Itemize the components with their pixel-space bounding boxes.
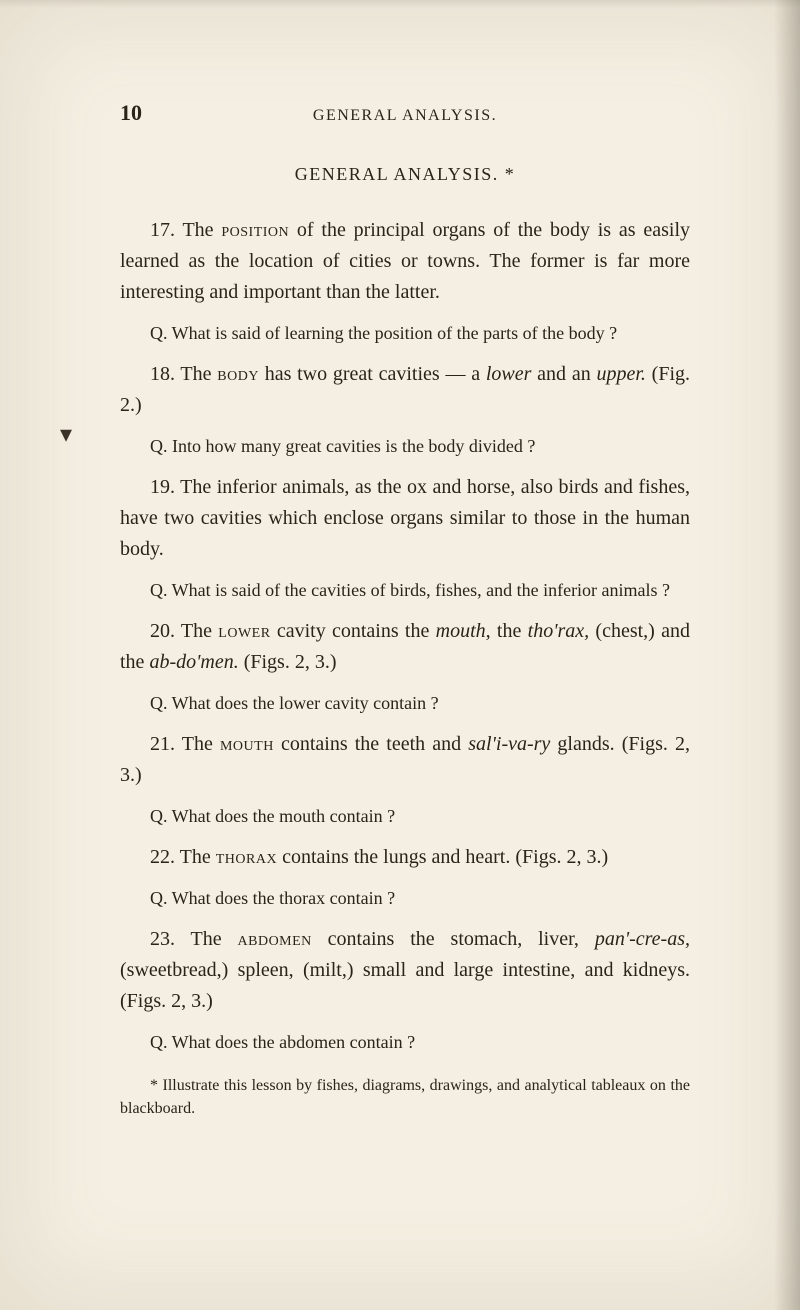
question: Q. What does the abdomen contain ? [120, 1029, 690, 1056]
page-edge-right [774, 0, 800, 1310]
paragraph: 21. The mouth contains the teeth and sal… [120, 729, 690, 791]
paragraph: 19. The inferior animals, as the ox and … [120, 472, 690, 565]
body-text: 17. The position of the principal organs… [120, 215, 690, 1056]
question: Q. What is said of learning the position… [120, 320, 690, 347]
question: Q. What does the mouth contain ? [120, 803, 690, 830]
footnote: * Illustrate this lesson by fishes, diag… [120, 1074, 690, 1120]
question: Q. What is said of the cavities of birds… [120, 577, 690, 604]
question: Q. What does the lower cavity contain ? [120, 690, 690, 717]
page-edge-top [0, 0, 800, 8]
page-header: 10 GENERAL ANALYSIS. [120, 100, 690, 126]
paragraph: 22. The thorax contains the lungs and he… [120, 842, 690, 873]
paragraph: 20. The lower cavity contains the mouth,… [120, 616, 690, 678]
running-head: GENERAL ANALYSIS. [120, 107, 690, 125]
question: Q. Into how many great cavities is the b… [120, 433, 690, 460]
paragraph: 17. The position of the principal organs… [120, 215, 690, 308]
page: 10 GENERAL ANALYSIS. GENERAL ANALYSIS. *… [0, 0, 800, 1310]
paragraph: 23. The abdomen contains the stomach, li… [120, 924, 690, 1017]
section-title: GENERAL ANALYSIS. * [120, 164, 690, 185]
margin-mark: ▾ [60, 420, 72, 449]
question: Q. What does the thorax contain ? [120, 885, 690, 912]
paragraph: 18. The body has two great cavities — a … [120, 359, 690, 421]
